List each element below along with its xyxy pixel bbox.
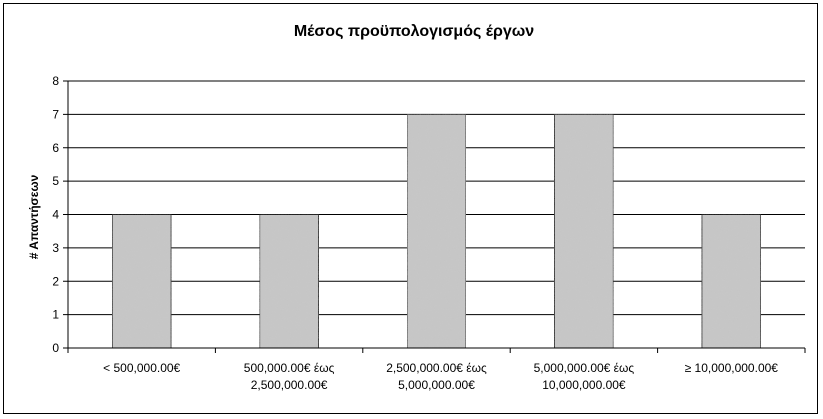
chart-frame: Μέσος προϋπολογισμός έργων # Απαντήσεων … [3, 3, 818, 414]
y-axis-label: # Απαντήσεων [27, 174, 41, 259]
y-tick-label-4: 4 [52, 208, 59, 222]
axes [67, 81, 806, 353]
x-category-label-1-0: 500,000.00€ έως [244, 361, 335, 375]
y-tick-label-1: 1 [52, 308, 59, 322]
y-tick-label-8: 8 [52, 74, 59, 88]
x-category-label-0-0: < 500,000.00€ [103, 361, 180, 375]
bar-4 [701, 214, 762, 349]
chart-title: Μέσος προϋπολογισμός έργων [294, 23, 534, 40]
x-category-label-2-0: 2,500,000.00€ έως [386, 361, 487, 375]
x-category-label-3-1: 10,000,000.00€ [542, 378, 626, 392]
bars [111, 113, 762, 349]
x-category-label-3-0: 5,000,000.00€ έως [534, 361, 635, 375]
y-tick-labels: 0 1 2 3 4 5 6 7 8 [52, 74, 59, 355]
x-category-labels: < 500,000.00€ 500,000.00€ έως 2,500,000.00… [103, 361, 778, 392]
x-category-label-1-1: 2,500,000.00€ [251, 378, 328, 392]
y-tick-label-7: 7 [52, 107, 59, 121]
bar-2 [406, 113, 467, 349]
bar-0 [111, 214, 172, 349]
x-category-label-4-0: ≥ 10,000,000.00€ [685, 361, 779, 375]
bar-1 [259, 214, 320, 349]
bar-3 [553, 113, 614, 349]
y-tick-label-5: 5 [52, 174, 59, 188]
x-category-label-2-1: 5,000,000.00€ [398, 378, 475, 392]
chart: Μέσος προϋπολογισμός έργων # Απαντήσεων … [27, 23, 806, 392]
y-tick-label-0: 0 [52, 341, 59, 355]
y-tick-label-6: 6 [52, 141, 59, 155]
y-tick-label-3: 3 [52, 241, 59, 255]
y-tick-label-2: 2 [52, 274, 59, 288]
